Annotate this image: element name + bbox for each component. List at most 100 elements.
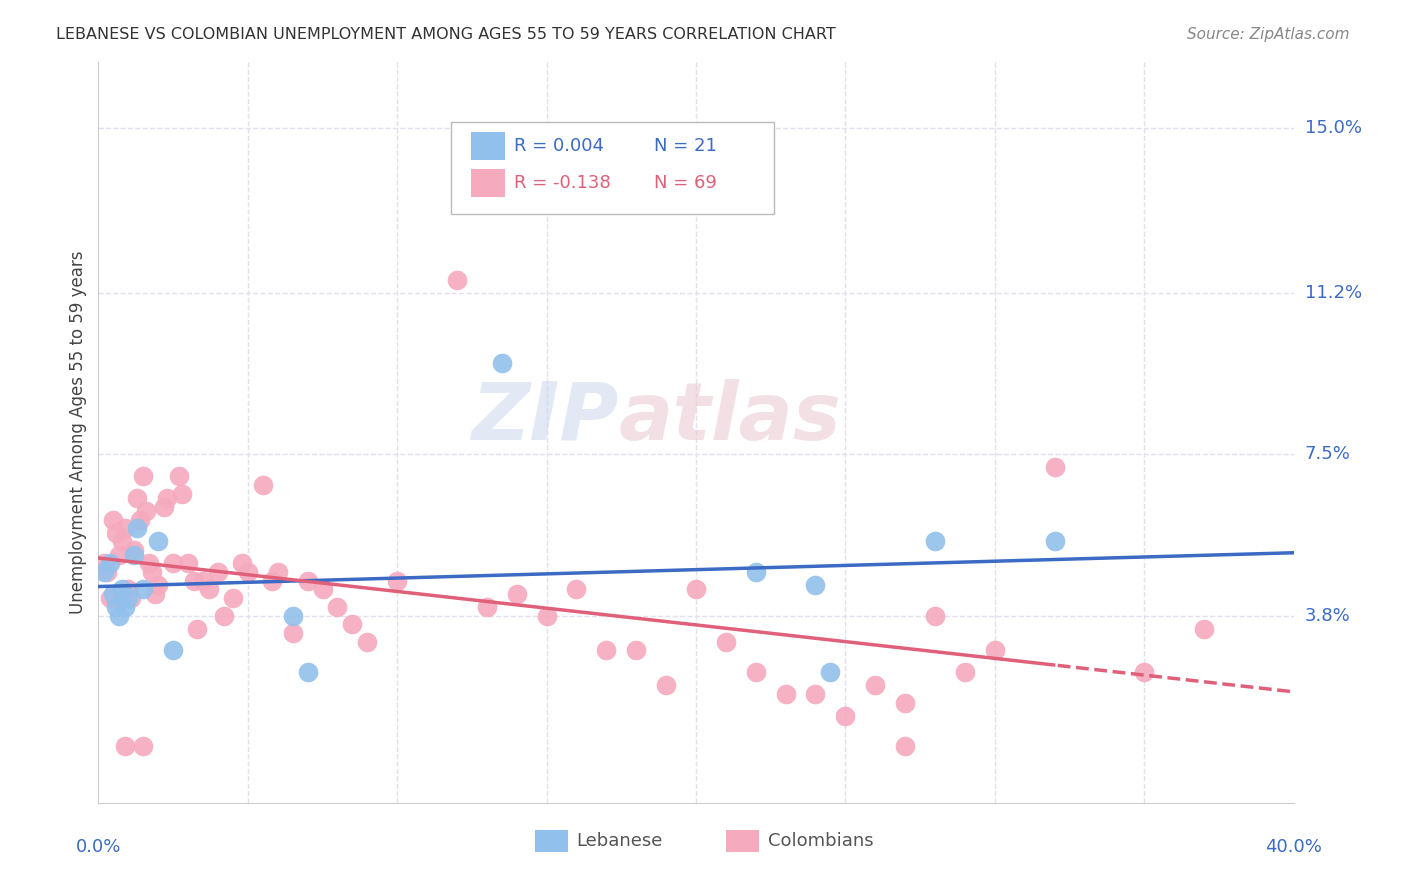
Point [924, 608, 946, 623]
Point [565, 582, 588, 597]
Point [162, 643, 184, 657]
Point [108, 608, 131, 623]
Point [138, 556, 160, 570]
Point [626, 643, 648, 657]
Point [894, 696, 917, 710]
Point [129, 513, 152, 527]
Point [804, 578, 827, 592]
FancyBboxPatch shape [451, 121, 773, 214]
Point [207, 565, 229, 579]
Point [281, 626, 304, 640]
Point [108, 548, 131, 562]
Text: LEBANESE VS COLOMBIAN UNEMPLOYMENT AMONG AGES 55 TO 59 YEARS CORRELATION CHART: LEBANESE VS COLOMBIAN UNEMPLOYMENT AMONG… [56, 27, 837, 42]
Point [117, 582, 139, 597]
Text: Colombians: Colombians [768, 832, 873, 850]
Point [342, 617, 364, 632]
Text: N = 69: N = 69 [654, 174, 717, 192]
Point [156, 491, 179, 505]
Text: Lebanese: Lebanese [576, 832, 662, 850]
Text: Source: ZipAtlas.com: Source: ZipAtlas.com [1187, 27, 1350, 42]
Point [297, 665, 319, 680]
Point [103, 587, 125, 601]
Text: R = 0.004: R = 0.004 [515, 137, 605, 155]
Bar [725, 830, 759, 853]
Point [260, 574, 283, 588]
Point [820, 665, 842, 680]
Point [804, 687, 827, 701]
Point [1043, 534, 1066, 549]
Point [111, 534, 134, 549]
Point [745, 665, 768, 680]
Point [114, 521, 136, 535]
Point [1133, 665, 1156, 680]
Point [475, 599, 498, 614]
Point [141, 565, 163, 579]
Bar [471, 169, 505, 197]
Point [267, 565, 290, 579]
Point [446, 273, 468, 287]
Point [132, 469, 155, 483]
Text: 15.0%: 15.0% [1305, 119, 1361, 136]
Point [1192, 622, 1215, 636]
Point [297, 574, 319, 588]
Point [231, 556, 253, 570]
Y-axis label: Unemployment Among Ages 55 to 59 years: Unemployment Among Ages 55 to 59 years [69, 251, 87, 615]
Point [124, 543, 146, 558]
Point [120, 591, 142, 606]
Point [356, 634, 378, 648]
Point [105, 525, 128, 540]
Point [172, 486, 194, 500]
Point [775, 687, 797, 701]
Point [114, 599, 136, 614]
Point [506, 587, 529, 601]
Text: 40.0%: 40.0% [1265, 838, 1322, 855]
Point [281, 608, 304, 623]
Point [198, 582, 221, 597]
Point [103, 513, 125, 527]
Text: 3.8%: 3.8% [1305, 607, 1350, 624]
Point [491, 356, 513, 370]
Point [135, 504, 157, 518]
Point [745, 565, 768, 579]
Point [132, 582, 155, 597]
Point [655, 678, 678, 692]
Point [385, 574, 409, 588]
Point [124, 548, 146, 562]
Text: N = 21: N = 21 [654, 137, 717, 155]
Text: 7.5%: 7.5% [1305, 445, 1351, 464]
Point [212, 608, 235, 623]
Point [311, 582, 333, 597]
Point [236, 565, 259, 579]
Point [984, 643, 1007, 657]
Bar [534, 830, 568, 853]
Point [183, 574, 205, 588]
Text: atlas: atlas [619, 379, 841, 457]
Point [924, 534, 946, 549]
Text: 0.0%: 0.0% [76, 838, 121, 855]
Point [127, 491, 149, 505]
Point [894, 739, 917, 754]
Text: R = -0.138: R = -0.138 [515, 174, 612, 192]
Point [111, 582, 134, 597]
Point [132, 739, 155, 754]
Point [834, 708, 856, 723]
Point [685, 582, 707, 597]
Point [191, 574, 214, 588]
Point [117, 591, 139, 606]
Point [222, 591, 245, 606]
Point [326, 599, 349, 614]
Text: ZIP: ZIP [471, 379, 619, 457]
Point [143, 587, 166, 601]
Point [167, 469, 190, 483]
Point [162, 556, 184, 570]
Point [93, 565, 115, 579]
Bar [471, 132, 505, 161]
Point [1043, 460, 1066, 475]
Point [536, 608, 558, 623]
Point [96, 565, 118, 579]
Point [186, 622, 208, 636]
Point [148, 578, 170, 592]
Point [98, 556, 122, 570]
Point [714, 634, 737, 648]
Point [98, 591, 122, 606]
